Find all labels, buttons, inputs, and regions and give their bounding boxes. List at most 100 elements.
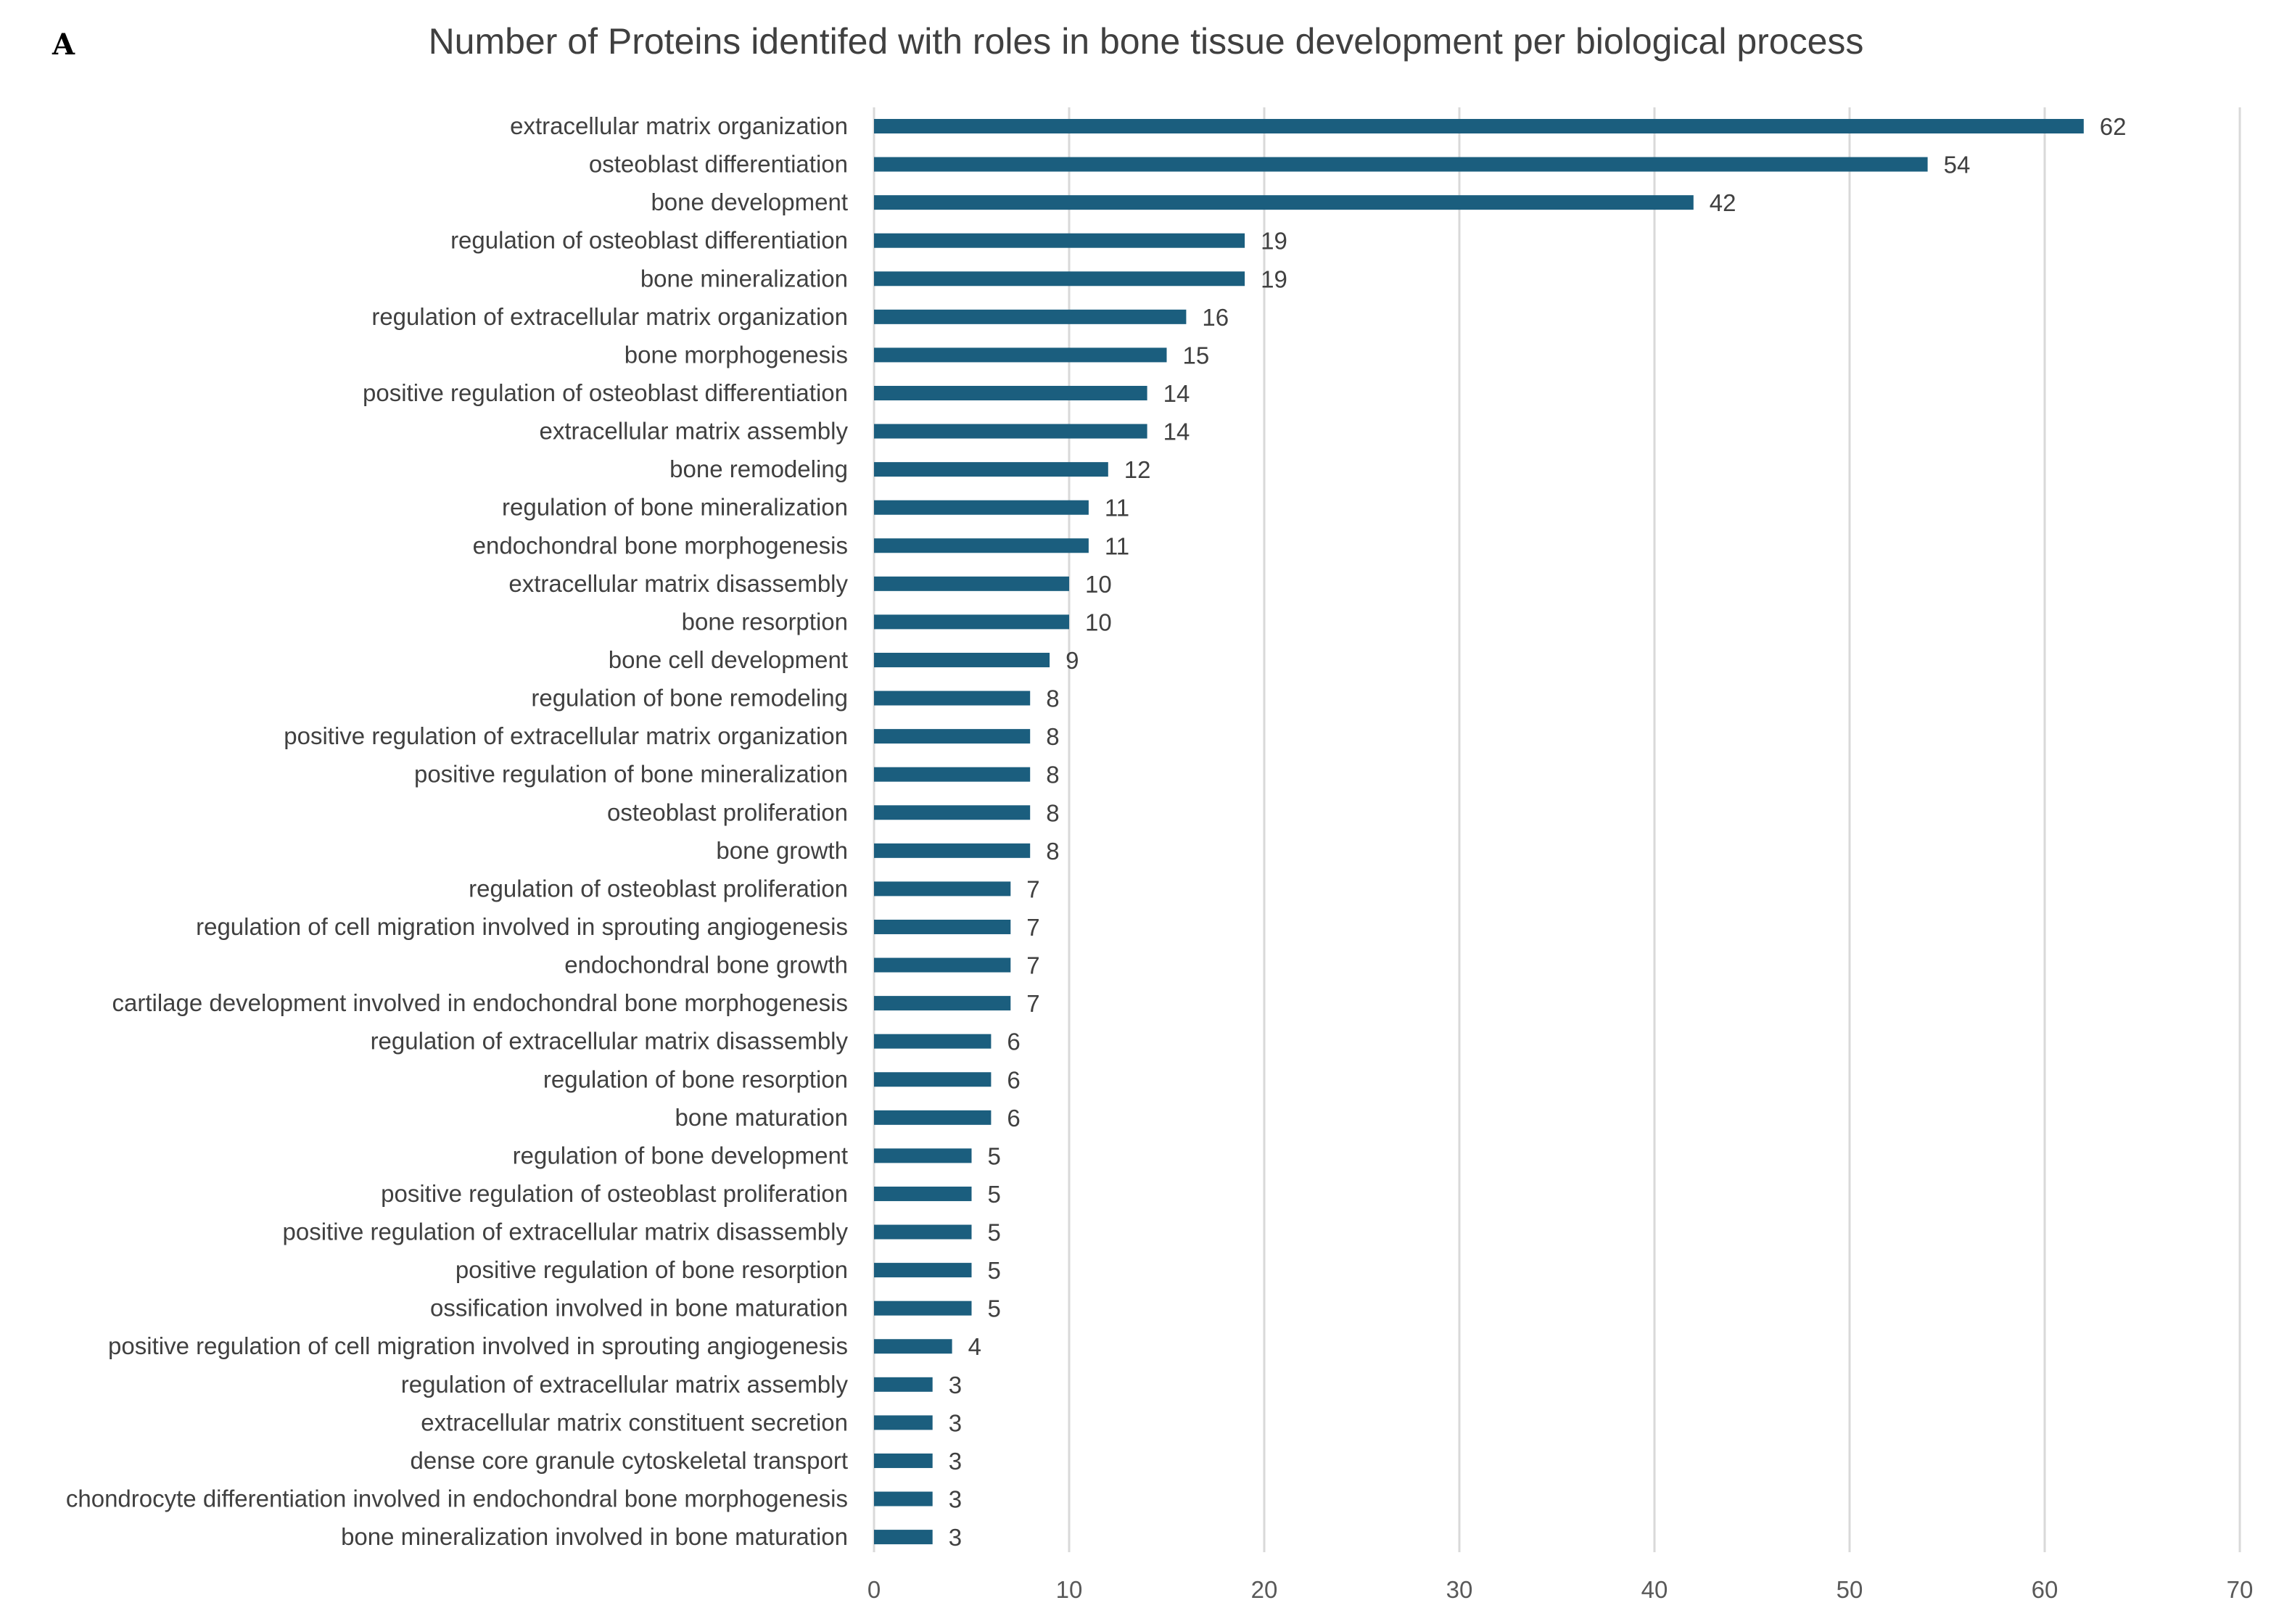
bar — [874, 1453, 933, 1468]
data-label: 62 — [2100, 113, 2127, 140]
category-label: extracellular matrix disassembly — [508, 570, 848, 597]
category-label: ossification involved in bone maturation — [430, 1295, 848, 1322]
data-label: 5 — [988, 1295, 1001, 1322]
bar — [874, 729, 1031, 744]
bar — [874, 919, 1011, 934]
data-label: 3 — [949, 1448, 962, 1475]
data-label: 15 — [1183, 342, 1210, 368]
category-label: positive regulation of osteoblast differ… — [363, 379, 848, 406]
bar — [874, 576, 1069, 591]
bar — [874, 881, 1011, 897]
category-label: positive regulation of bone mineralizati… — [414, 761, 848, 788]
category-label: bone resorption — [682, 608, 848, 635]
data-label: 4 — [968, 1333, 981, 1360]
bar — [874, 1186, 972, 1201]
data-label: 8 — [1046, 799, 1059, 826]
category-label: positive regulation of osteoblast prolif… — [381, 1180, 848, 1207]
bar — [874, 119, 2084, 133]
category-label: bone growth — [716, 837, 848, 864]
bar — [874, 614, 1069, 630]
data-label: 3 — [949, 1409, 962, 1436]
data-label: 16 — [1202, 304, 1229, 331]
bar — [874, 767, 1031, 782]
category-label: bone development — [651, 189, 848, 215]
data-label: 19 — [1261, 228, 1287, 255]
data-label: 8 — [1046, 685, 1059, 712]
data-label: 8 — [1046, 762, 1059, 788]
bar — [874, 1110, 992, 1125]
data-label: 7 — [1026, 875, 1039, 902]
data-label: 14 — [1163, 380, 1190, 407]
panel-letter: A — [51, 28, 75, 62]
bar — [874, 309, 1187, 324]
data-label: 6 — [1007, 1029, 1020, 1055]
data-label: 7 — [1026, 952, 1039, 979]
data-label: 10 — [1085, 609, 1112, 635]
category-label: extracellular matrix assembly — [540, 418, 849, 445]
category-label: bone mineralization — [640, 265, 848, 292]
category-label: positive regulation of cell migration in… — [108, 1332, 848, 1359]
x-tick-label: 40 — [1641, 1576, 1668, 1603]
bar — [874, 347, 1167, 363]
bar — [874, 652, 1050, 667]
data-label: 3 — [949, 1486, 962, 1513]
category-label: osteoblast proliferation — [607, 799, 848, 825]
data-label: 9 — [1066, 647, 1079, 674]
bar — [874, 691, 1031, 706]
bar — [874, 957, 1011, 973]
bar — [874, 1301, 972, 1316]
category-label: regulation of cell migration involved in… — [196, 913, 848, 940]
data-label: 5 — [988, 1219, 1001, 1246]
bar — [874, 805, 1031, 820]
bar — [874, 385, 1147, 400]
x-tick-label: 70 — [2227, 1576, 2254, 1603]
category-label: endochondral bone growth — [564, 952, 848, 978]
category-label: chondrocyte differentiation involved in … — [66, 1485, 848, 1512]
category-label: regulation of osteoblast differentiation — [450, 227, 848, 254]
data-label: 7 — [1026, 990, 1039, 1017]
category-label: regulation of bone remodeling — [531, 685, 848, 712]
data-label: 5 — [988, 1257, 1001, 1284]
category-label: endochondral bone morphogenesis — [473, 532, 848, 558]
value-labels: 6254421919161514141211111010988888777766… — [949, 113, 2127, 1551]
data-label: 5 — [988, 1142, 1001, 1169]
bar — [874, 996, 1011, 1011]
category-label: cartilage development involved in endoch… — [112, 989, 848, 1016]
category-label: regulation of extracellular matrix assem… — [401, 1371, 849, 1398]
category-label: regulation of extracellular matrix organ… — [371, 303, 848, 330]
category-label: bone morphogenesis — [625, 341, 848, 368]
bar — [874, 462, 1108, 477]
bar — [874, 195, 1694, 210]
category-label: regulation of extracellular matrix disas… — [371, 1028, 849, 1055]
bar — [874, 1491, 933, 1506]
bar — [874, 1339, 952, 1354]
data-label: 6 — [1007, 1105, 1020, 1132]
bar — [874, 271, 1245, 287]
bar — [874, 1415, 933, 1430]
category-label: extracellular matrix constituent secreti… — [421, 1409, 848, 1435]
bar — [874, 1034, 992, 1049]
data-label: 3 — [949, 1524, 962, 1551]
category-label: regulation of osteoblast proliferation — [469, 875, 848, 902]
category-label: extracellular matrix organization — [510, 112, 848, 139]
data-label: 12 — [1124, 456, 1151, 483]
bar — [874, 1263, 972, 1278]
category-label: osteoblast differentiation — [589, 151, 848, 178]
data-label: 11 — [1105, 495, 1129, 522]
category-label: positive regulation of extracellular mat… — [283, 1219, 849, 1245]
bar — [874, 1530, 933, 1545]
category-label: dense core granule cytoskeletal transpor… — [410, 1447, 848, 1474]
data-label: 11 — [1105, 532, 1129, 559]
bar — [874, 843, 1031, 858]
x-tick-label: 50 — [1837, 1576, 1863, 1603]
x-tick-label: 30 — [1446, 1576, 1473, 1603]
bars — [874, 119, 2084, 1545]
x-tick-label: 0 — [867, 1576, 881, 1603]
category-label: bone remodeling — [669, 456, 848, 482]
category-label: regulation of bone resorption — [543, 1066, 848, 1092]
data-label: 3 — [949, 1372, 962, 1398]
category-label: regulation of bone mineralization — [502, 494, 848, 521]
category-label: positive regulation of bone resorption — [456, 1256, 848, 1283]
bar — [874, 500, 1089, 515]
